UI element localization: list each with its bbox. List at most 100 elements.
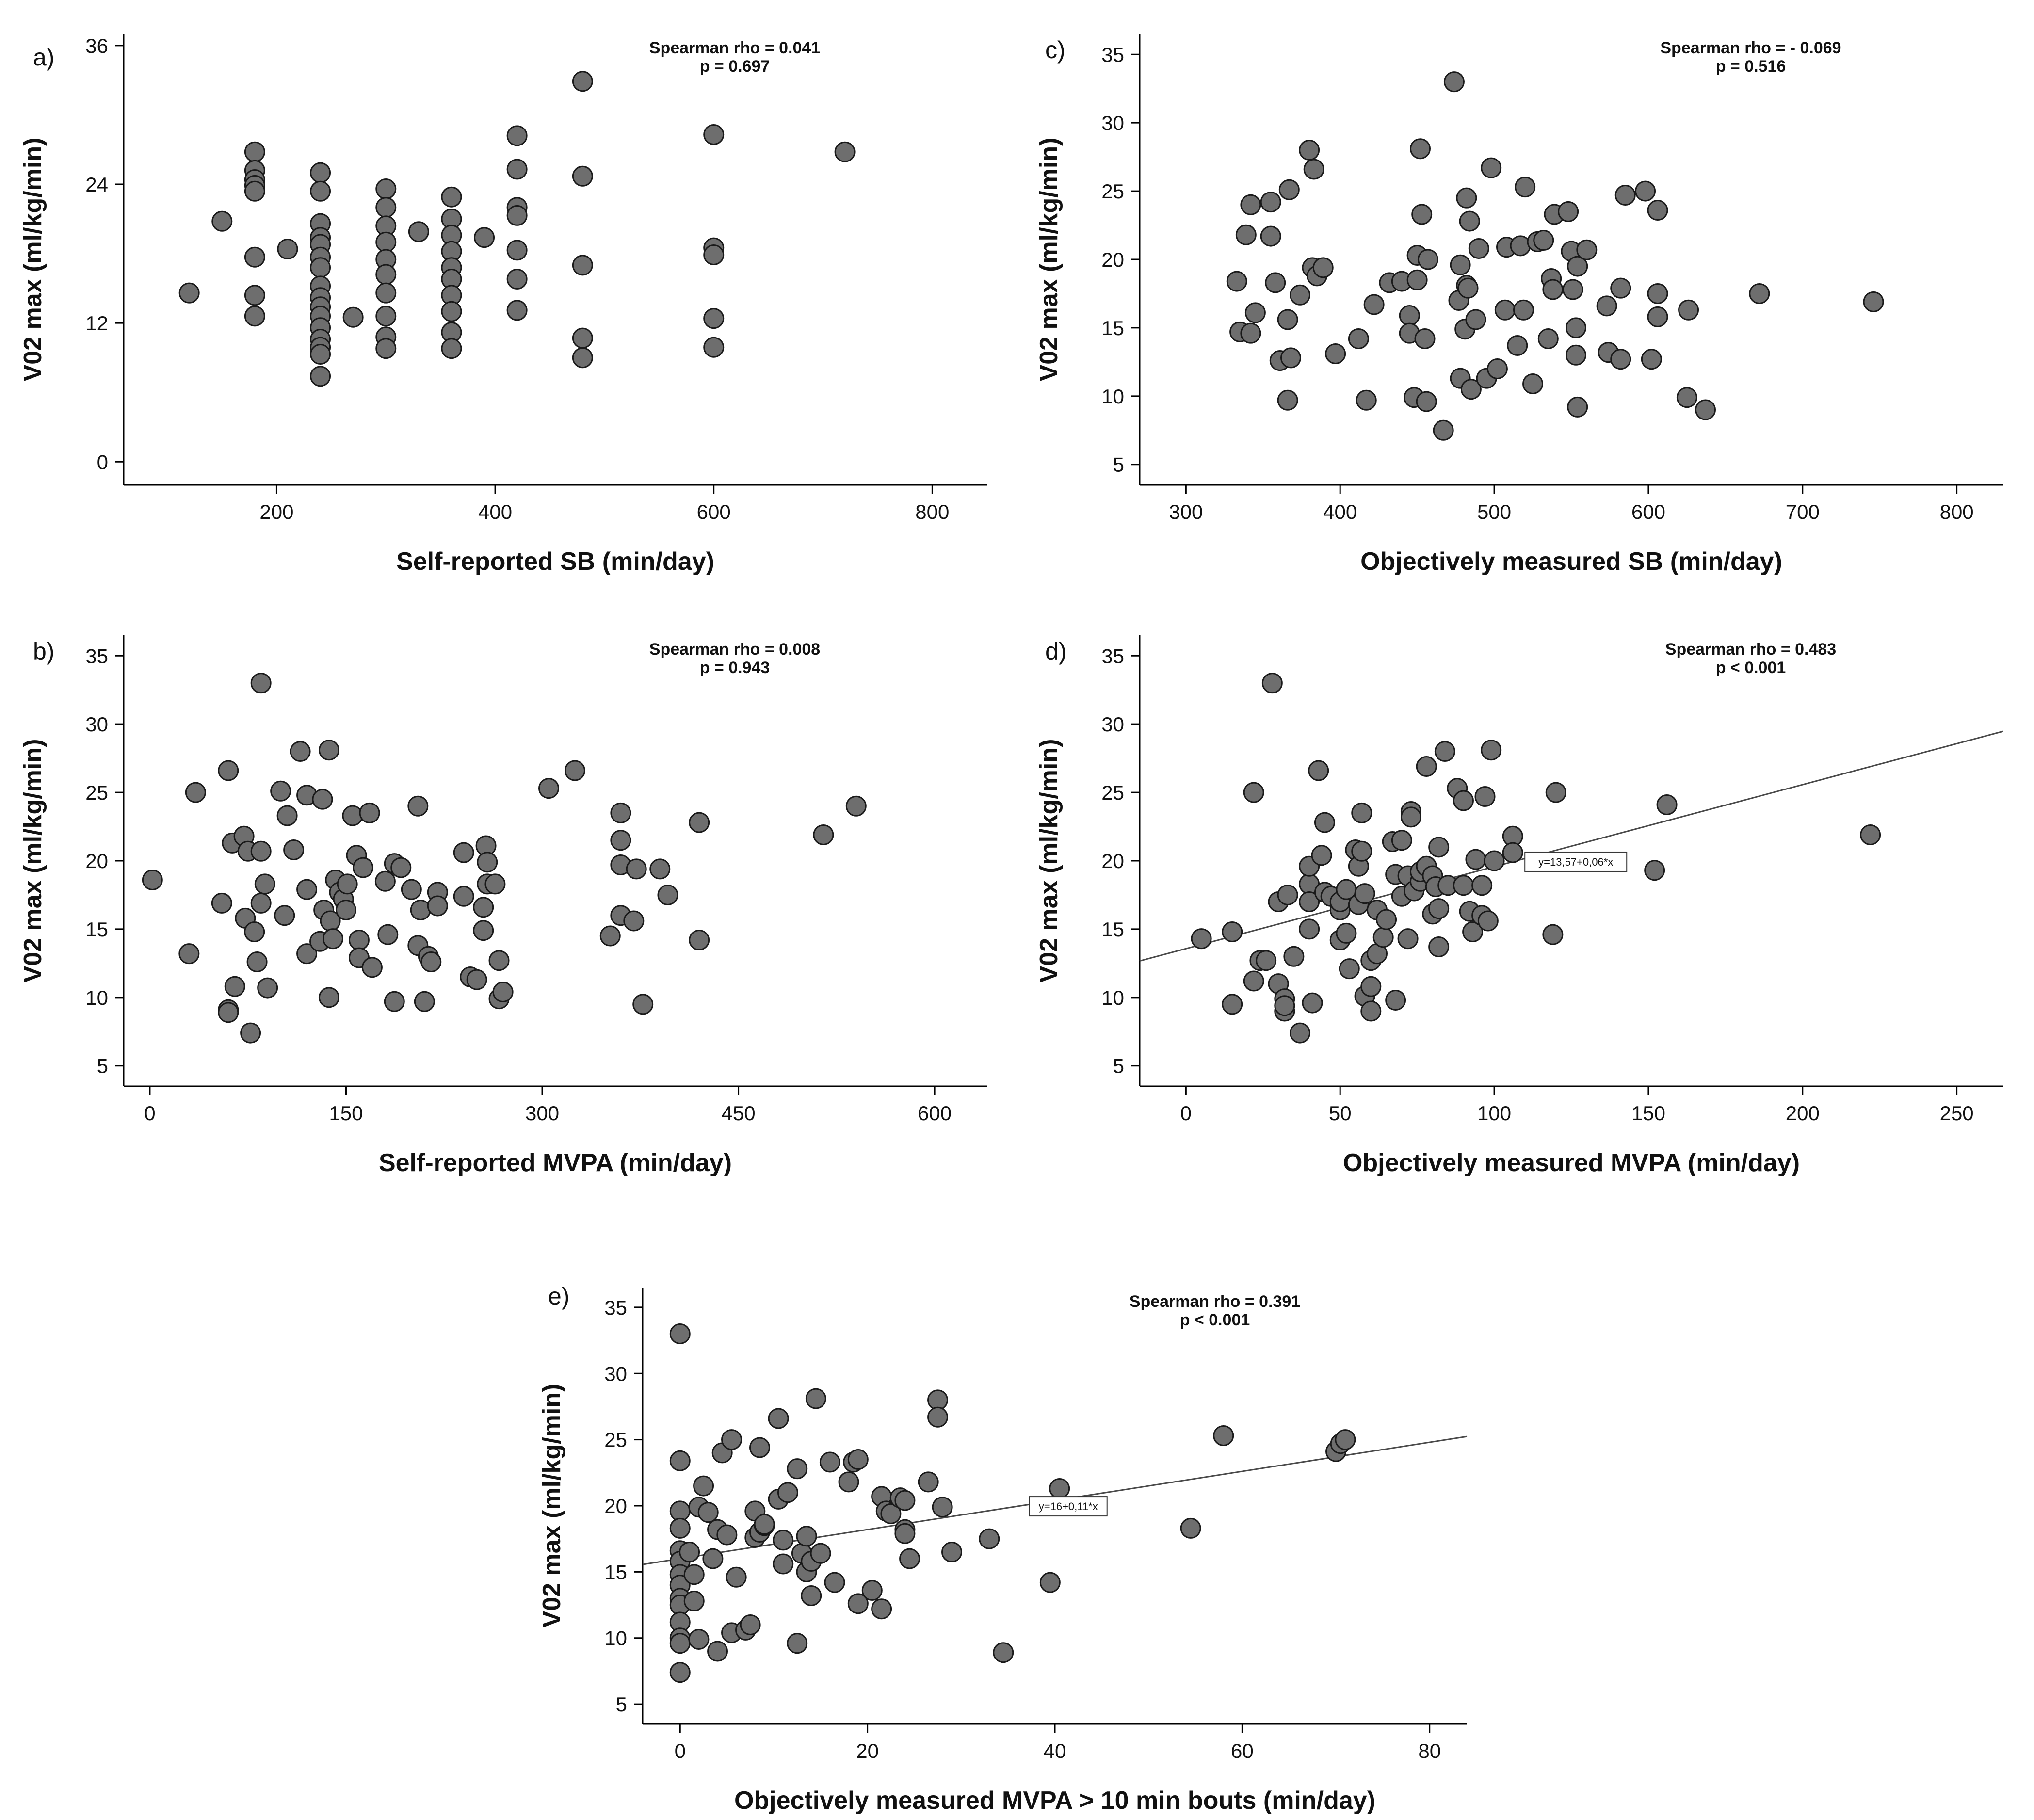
- data-point: [1363, 294, 1385, 315]
- data-point: [276, 805, 298, 826]
- data-point: [669, 1323, 691, 1344]
- data-point: [1471, 875, 1493, 896]
- data-point: [845, 795, 867, 817]
- data-point: [342, 805, 363, 826]
- data-point: [312, 789, 333, 810]
- panel-b: 0 150 300 450 600 5 10 15 20 25 30 35 Spearman rho =…: [19, 635, 987, 1177]
- data-point: [697, 1502, 719, 1523]
- data-point: [1299, 140, 1320, 161]
- data-point: [1417, 249, 1438, 270]
- data-point: [1180, 1517, 1201, 1539]
- data-point: [218, 760, 239, 781]
- data-point: [296, 879, 318, 900]
- data-point: [1515, 177, 1536, 198]
- data-point: [847, 1593, 869, 1614]
- x-axis-title: Objectively measured MVPA > 10 min bouts…: [734, 1787, 1375, 1815]
- data-point: [941, 1541, 962, 1562]
- data-point: [353, 857, 374, 878]
- data-point: [1428, 936, 1450, 958]
- data-point: [703, 308, 725, 329]
- data-point: [441, 301, 462, 322]
- spearman-rho-label: Spearman rho = 0.008: [649, 640, 820, 659]
- panel-label: d): [1045, 638, 1066, 665]
- data-point: [721, 1429, 743, 1450]
- y-tick-label: 36: [85, 34, 108, 57]
- panel-c: 300 400 500 600 700 800 5 10 15 20 25 30 35 Spearman …: [1035, 34, 2003, 576]
- data-point: [1635, 180, 1656, 202]
- x-tick-label: 0: [675, 1739, 686, 1762]
- y-tick-label: 25: [1101, 781, 1124, 804]
- fit-line: [1139, 730, 2003, 962]
- data-point: [1277, 389, 1298, 411]
- data-point: [861, 1580, 883, 1601]
- data-point: [1335, 1429, 1356, 1450]
- data-point: [390, 857, 412, 878]
- data-point: [1399, 305, 1420, 326]
- data-point: [1522, 373, 1544, 394]
- data-point: [377, 924, 399, 945]
- data-point: [1507, 335, 1528, 356]
- data-point: [474, 227, 495, 248]
- data-point: [824, 1572, 845, 1593]
- data-point: [1256, 950, 1277, 971]
- data-point: [290, 741, 311, 762]
- data-point: [1562, 279, 1583, 300]
- panel-label: e): [548, 1283, 569, 1310]
- data-point: [1453, 790, 1474, 811]
- x-tick-label: 800: [915, 500, 949, 523]
- data-point: [572, 165, 593, 187]
- data-point: [1428, 898, 1450, 919]
- data-point: [1260, 225, 1281, 247]
- y-tick-label: 30: [604, 1362, 627, 1385]
- data-point: [506, 240, 528, 261]
- data-point: [1465, 309, 1486, 330]
- data-point: [899, 1548, 920, 1569]
- data-point: [1411, 204, 1433, 225]
- data-point: [1477, 910, 1499, 932]
- data-point: [1494, 299, 1516, 321]
- data-point: [572, 255, 593, 276]
- y-tick-label: 5: [1113, 1055, 1124, 1078]
- y-tick-label: 35: [604, 1296, 627, 1319]
- data-point: [1274, 995, 1295, 1016]
- data-point: [401, 879, 422, 900]
- data-point: [1614, 185, 1636, 206]
- data-point: [918, 1471, 939, 1493]
- x-tick-label: 200: [1786, 1102, 1820, 1125]
- data-point: [1481, 740, 1502, 761]
- data-point: [1566, 344, 1587, 366]
- data-point: [1462, 921, 1484, 943]
- data-point: [1280, 347, 1301, 369]
- data-point: [1596, 295, 1617, 317]
- data-point: [740, 1614, 761, 1635]
- data-point: [880, 1503, 902, 1524]
- data-point: [787, 1458, 808, 1480]
- data-point: [441, 338, 462, 359]
- y-tick-label: 5: [97, 1055, 108, 1078]
- data-point: [1414, 328, 1436, 349]
- data-point: [1502, 842, 1523, 863]
- data-point: [1610, 349, 1631, 370]
- panel-e: 0 20 40 60 80 5 10 15 20 25 30 35 y=16+0,11*x Spearma…: [538, 1283, 1468, 1815]
- x-tick-label: 300: [525, 1102, 559, 1125]
- data-point: [564, 760, 585, 781]
- spearman-rho-label: Spearman rho = 0.391: [1130, 1292, 1300, 1311]
- y-axis-title: V02 max (ml/kg/min): [19, 739, 47, 983]
- x-tick-label: 250: [1940, 1102, 1974, 1125]
- data-point: [1749, 283, 1770, 304]
- data-point: [927, 1406, 949, 1428]
- data-point: [1391, 830, 1412, 851]
- y-tick-label: 35: [1101, 43, 1124, 66]
- data-point: [492, 982, 514, 1003]
- data-point: [1459, 210, 1480, 232]
- data-point: [218, 1002, 239, 1023]
- data-point: [703, 337, 725, 358]
- data-point: [250, 840, 272, 862]
- data-point: [473, 920, 494, 941]
- x-tick-label: 400: [478, 500, 512, 523]
- data-point: [240, 1022, 261, 1044]
- data-point: [1351, 802, 1372, 823]
- data-point: [310, 180, 331, 202]
- data-point: [688, 1628, 710, 1650]
- data-point: [1265, 272, 1286, 293]
